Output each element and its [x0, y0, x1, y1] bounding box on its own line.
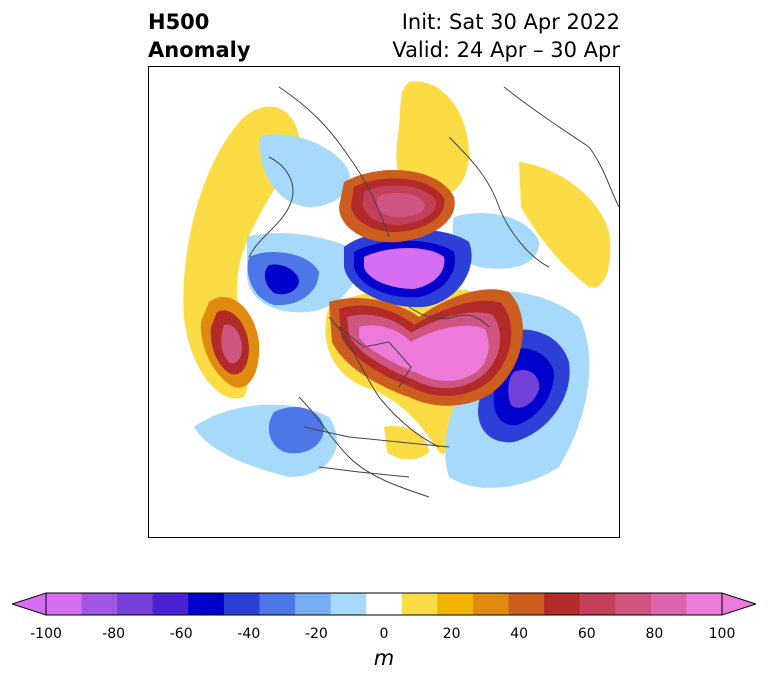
- colorbar-tick-label: -80: [102, 626, 126, 642]
- colorbar-extend-high: [721, 592, 756, 616]
- colorbar-segment: [650, 593, 687, 615]
- init-time: Init: Sat 30 Apr 2022: [401, 10, 620, 34]
- colorbar-tick-label: 40: [510, 626, 529, 642]
- colorbar-segment: [295, 593, 332, 615]
- colorbar-segment: [223, 593, 260, 615]
- colorbar-tick-label: -40: [237, 626, 261, 642]
- colorbar-segment: [366, 593, 403, 615]
- title-left: H500 Anomaly: [148, 8, 251, 64]
- colorbar-segment: [686, 593, 723, 615]
- colorbar-segment: [46, 593, 83, 615]
- negative-anomaly-centers: [247, 229, 570, 454]
- colorbar-segment: [437, 593, 474, 615]
- colorbar-segments: [46, 593, 723, 615]
- colorbar-outline: [45, 592, 723, 616]
- colorbar-segment: [81, 593, 118, 615]
- colorbar-tick-label: 100: [708, 626, 736, 642]
- colorbar-tick-label: 0: [379, 626, 389, 642]
- anomaly-field: [183, 81, 619, 498]
- anomaly-map: [148, 66, 620, 538]
- colorbar-segment: [152, 593, 189, 615]
- colorbar-segment: [401, 593, 438, 615]
- colorbar-extend-low: [12, 592, 47, 616]
- valid-range: Valid: 24 Apr – 30 Apr: [392, 38, 620, 62]
- colorbar-segment: [579, 593, 616, 615]
- colorbar-segment: [188, 593, 225, 615]
- colorbar-tick-label: 60: [577, 626, 596, 642]
- coastlines: [248, 86, 619, 498]
- title-right: Init: Sat 30 Apr 2022 Valid: 24 Apr – 30…: [392, 8, 620, 64]
- colorbar-unit: m: [373, 646, 395, 670]
- title-variable: H500: [148, 10, 210, 34]
- colorbar: [12, 592, 756, 616]
- colorbar-segment: [544, 593, 581, 615]
- colorbar-tick-label: 80: [645, 626, 664, 642]
- colorbar-tick-label: -20: [304, 626, 328, 642]
- colorbar-segment: [117, 593, 154, 615]
- colorbar-segment: [330, 593, 367, 615]
- colorbar-segment: [472, 593, 510, 615]
- colorbar-tick-label: -60: [169, 626, 193, 642]
- colorbar-tick-label: -100: [30, 626, 62, 642]
- colorbar-segment: [508, 593, 545, 615]
- colorbar-segment: [259, 593, 296, 615]
- title-anomaly: Anomaly: [148, 38, 251, 62]
- colorbar-segment: [615, 593, 652, 615]
- colorbar-tick-label: 20: [442, 626, 461, 642]
